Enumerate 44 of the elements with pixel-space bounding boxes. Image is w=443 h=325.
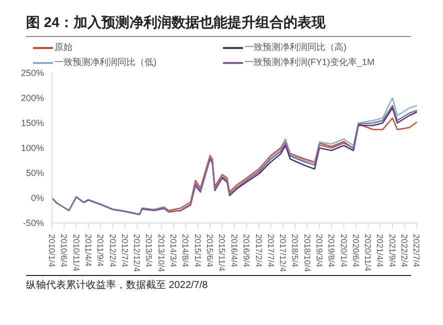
x-tick-label: 2020/6/4 xyxy=(350,234,361,268)
x-tick-label: 2010/11/4 xyxy=(71,234,82,272)
y-tick-label: -50% xyxy=(22,218,44,228)
x-tick-label: 2015/1/4 xyxy=(192,234,203,268)
x-tick-label: 2021/9/4 xyxy=(387,234,398,268)
legend-label: 一致预测净利润同比（低) xyxy=(54,56,156,69)
x-tick-label: 2014/8/4 xyxy=(180,234,191,268)
x-tick-label: 2017/12/4 xyxy=(278,234,288,272)
x-tick-label: 2012/2/4 xyxy=(108,234,118,268)
x-tick-label: 2020/1/4 xyxy=(338,234,349,268)
y-tick-label: 50% xyxy=(26,168,44,178)
x-tick-label: 2020/11/4 xyxy=(363,234,374,272)
x-tick-label: 2017/7/4 xyxy=(266,234,276,268)
legend-label: 一致预测净利润同比（高) xyxy=(244,41,346,54)
y-tick-label: 250% xyxy=(20,68,44,78)
x-tick-label: 2015/11/4 xyxy=(217,234,228,272)
x-tick-label: 2012/12/4 xyxy=(132,234,142,272)
chart-title: 图 24：加入预测净利润数据也能提升组合的表现 xyxy=(26,8,411,37)
y-tick-label: 100% xyxy=(20,143,44,154)
x-tick-label: 2013/10/4 xyxy=(156,234,166,272)
y-tick-label: 200% xyxy=(20,93,44,104)
y-tick-label: 150% xyxy=(20,118,44,128)
x-tick-label: 2011/9/4 xyxy=(96,234,106,267)
x-tick-label: 2011/4/4 xyxy=(83,234,94,267)
x-tick-label: 2019/3/4 xyxy=(314,234,324,268)
legend-label: 一致预测净利润(FY1)变化率_1M xyxy=(244,56,375,69)
x-tick-label: 2012/7/4 xyxy=(120,234,130,268)
legend-label: 原始 xyxy=(54,41,72,54)
x-tick-label: 2015/6/4 xyxy=(204,234,215,268)
x-tick-label: 2022/7/4 xyxy=(412,234,422,268)
x-tick-label: 2016/9/4 xyxy=(242,234,252,268)
x-tick-label: 2013/5/4 xyxy=(144,234,154,268)
x-tick-label: 2018/5/4 xyxy=(290,234,300,268)
y-tick-label: 0% xyxy=(30,193,44,204)
x-tick-label: 2014/3/4 xyxy=(168,234,178,268)
x-tick-label: 2016/4/4 xyxy=(229,234,240,268)
text: 纵轴代表累计收益率，数据截至 2022/7/8 xyxy=(26,275,411,292)
x-tick-label: 2017/2/4 xyxy=(254,234,264,268)
x-tick-label: 2018/10/4 xyxy=(302,234,312,272)
x-tick-label: 2019/8/4 xyxy=(326,234,337,268)
x-tick-label: 2021/4/4 xyxy=(375,234,386,268)
x-tick-label: 2010/6/4 xyxy=(59,234,70,268)
x-tick-label: 2022/2/4 xyxy=(400,234,410,268)
x-tick-label: 2010/1/4 xyxy=(47,234,57,268)
